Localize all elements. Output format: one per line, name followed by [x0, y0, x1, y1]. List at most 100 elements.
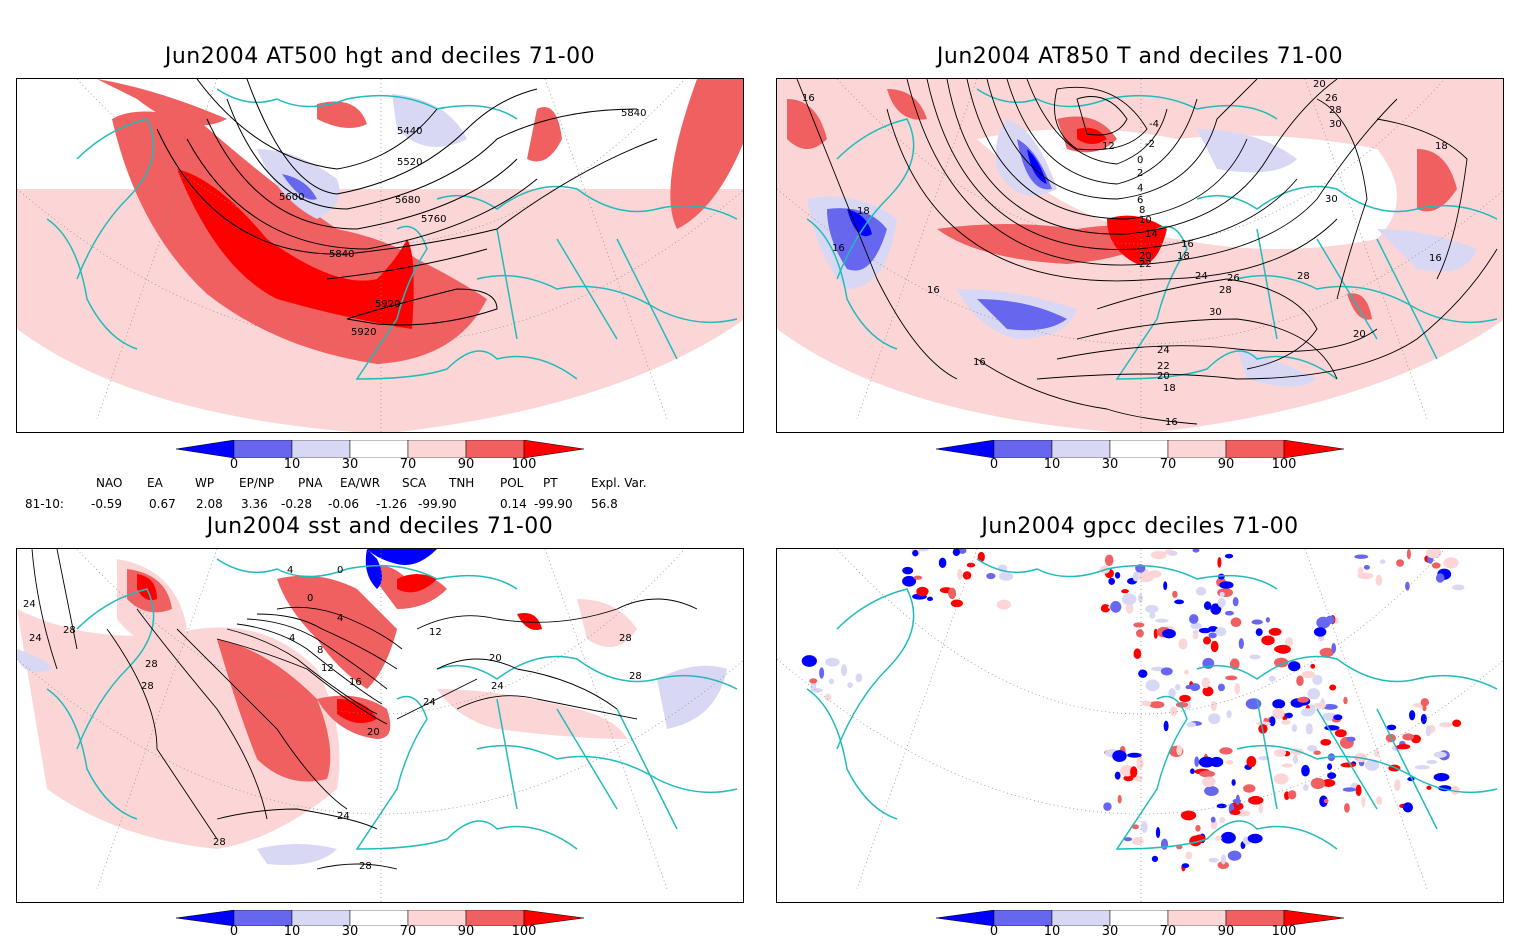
- precip-anomaly-spot: [1333, 714, 1343, 721]
- contour-label: 5440: [397, 126, 422, 137]
- contour-label: 4: [337, 613, 343, 624]
- precip-anomaly-spot: [1409, 710, 1416, 721]
- contour-label: 30: [1329, 119, 1342, 130]
- precip-anomaly-spot: [1319, 795, 1328, 807]
- precip-anomaly-spot: [1249, 654, 1261, 660]
- colorbar-label: 90: [1217, 457, 1235, 472]
- precip-anomaly-spot: [1433, 773, 1450, 782]
- precip-anomaly-spot: [1215, 627, 1227, 637]
- map-panel-hgt500[interactable]: 5440 5520 5600 5680 5760 5840 5840 5920 …: [16, 78, 744, 433]
- precip-anomaly-spot: [1204, 786, 1219, 796]
- contour-label: 28: [145, 659, 158, 670]
- index-value: 3.36: [241, 497, 268, 511]
- precip-anomaly-spot: [1258, 755, 1270, 761]
- contour-label: 12: [429, 627, 442, 638]
- precip-anomaly-spot: [1189, 683, 1201, 692]
- precip-anomaly-spot: [1210, 700, 1217, 712]
- precip-anomaly-spot: [1272, 699, 1286, 709]
- precip-anomaly-spot: [1246, 756, 1257, 768]
- precip-anomaly-spot: [1364, 759, 1380, 771]
- precip-anomaly-spot: [1297, 696, 1309, 703]
- precip-anomaly-spot: [1216, 803, 1227, 809]
- contour-label: 8: [317, 645, 323, 656]
- precip-anomaly-spot: [1265, 617, 1270, 623]
- precip-anomaly-spot: [1145, 679, 1160, 692]
- precip-anomaly-spot: [1150, 550, 1167, 560]
- precip-anomaly-spot: [1307, 745, 1318, 752]
- colorbar-label: 90: [457, 924, 475, 939]
- contour-label: 24: [1195, 271, 1208, 282]
- precip-anomaly-spot: [1110, 601, 1122, 613]
- precip-anomaly-spot: [1226, 710, 1232, 719]
- index-row-label: 81-10:: [25, 497, 64, 511]
- precip-anomaly-spot: [1320, 738, 1332, 746]
- precip-anomaly-spot: [1422, 704, 1427, 712]
- contour-label: 28: [1297, 271, 1310, 282]
- precip-anomaly-spot: [1288, 661, 1301, 672]
- precip-anomaly-spot: [1248, 795, 1264, 805]
- precip-anomaly-spot: [1355, 784, 1362, 797]
- contour-label: 14: [1145, 229, 1158, 240]
- panel-title-t850: Jun2004 AT850 T and deciles 71-00: [936, 44, 1344, 69]
- precip-anomaly-spot: [1130, 766, 1138, 778]
- contour-label: 24: [337, 811, 350, 822]
- precip-anomaly-spot: [1149, 701, 1165, 709]
- precip-anomaly-spot: [1190, 768, 1195, 775]
- precip-anomaly-spot: [1232, 798, 1242, 803]
- index-value: 0.14: [500, 497, 527, 511]
- precip-anomaly-spot: [1202, 686, 1214, 697]
- contour-label: 2: [1137, 168, 1143, 179]
- precip-anomaly-spot: [1108, 577, 1116, 585]
- precip-anomaly-spot: [950, 599, 963, 608]
- contour-label: 28: [213, 837, 226, 848]
- precip-anomaly-spot: [1322, 703, 1338, 710]
- precip-anomaly-spot: [1167, 550, 1178, 556]
- precip-anomaly-spot: [1141, 700, 1152, 707]
- precip-anomaly-spot: [1313, 750, 1321, 756]
- contour-label: 16: [1165, 417, 1178, 428]
- precip-anomaly-spot: [1201, 677, 1210, 689]
- precip-anomaly-spot: [1284, 712, 1293, 719]
- contour-label: 5520: [397, 157, 422, 168]
- precip-anomaly-spot: [1331, 642, 1337, 654]
- precip-anomaly-spot: [948, 587, 957, 600]
- precip-anomaly-spot: [1208, 713, 1221, 725]
- precip-anomaly-spot: [902, 566, 914, 575]
- map-panel-t850[interactable]: 16 16 18 16 -4 -2 0 2 4 6 8 10 12 14 16 …: [776, 78, 1504, 433]
- precip-anomaly-spot: [1268, 675, 1276, 682]
- precip-anomaly-spot: [1340, 762, 1356, 768]
- precip-anomaly-spot: [1155, 618, 1169, 623]
- precip-anomaly-spot: [1198, 756, 1215, 768]
- index-header: POL: [500, 476, 524, 490]
- colorbar-label: 30: [341, 924, 359, 939]
- precip-anomaly-spot: [1386, 724, 1397, 731]
- precip-anomaly-spot: [1201, 776, 1216, 788]
- precip-anomaly-spot: [1268, 627, 1282, 636]
- precip-anomaly-spot: [1361, 796, 1366, 808]
- contour-label: 28: [141, 681, 154, 692]
- contour-label: 18: [1435, 141, 1448, 152]
- colorbar-label: 100: [511, 924, 537, 939]
- precip-anomaly-spot: [1439, 722, 1453, 728]
- panel-title-gpcc: Jun2004 gpcc deciles 71-00: [981, 514, 1299, 539]
- precip-anomaly-spot: [1131, 824, 1139, 830]
- precip-anomaly-spot: [1269, 716, 1276, 727]
- precip-anomaly-spot: [1203, 636, 1212, 645]
- contour-label: 4: [1137, 183, 1143, 194]
- precip-anomaly-spot: [1160, 838, 1169, 850]
- index-value: -0.28: [281, 497, 313, 511]
- precip-anomaly-spot: [1219, 747, 1233, 755]
- precip-anomaly-spot: [1274, 748, 1287, 757]
- index-value: -0.59: [91, 497, 123, 511]
- precip-anomaly-spot: [1334, 617, 1339, 624]
- precip-anomaly-spot: [1280, 719, 1291, 725]
- precip-anomaly-spot: [828, 678, 835, 685]
- precip-anomaly-spot: [1301, 708, 1315, 717]
- precip-anomaly-spot: [1234, 682, 1241, 695]
- map-panel-gpcc[interactable]: [776, 548, 1504, 903]
- index-value: -1.26: [376, 497, 408, 511]
- precip-anomaly-spot: [913, 575, 923, 580]
- precip-anomaly-spot: [819, 667, 825, 679]
- map-panel-sst[interactable]: 24 24 28 28 28 4 0 0 4 4 8 12 16 20 24 2…: [16, 548, 744, 903]
- colorbar-label: 0: [229, 457, 239, 472]
